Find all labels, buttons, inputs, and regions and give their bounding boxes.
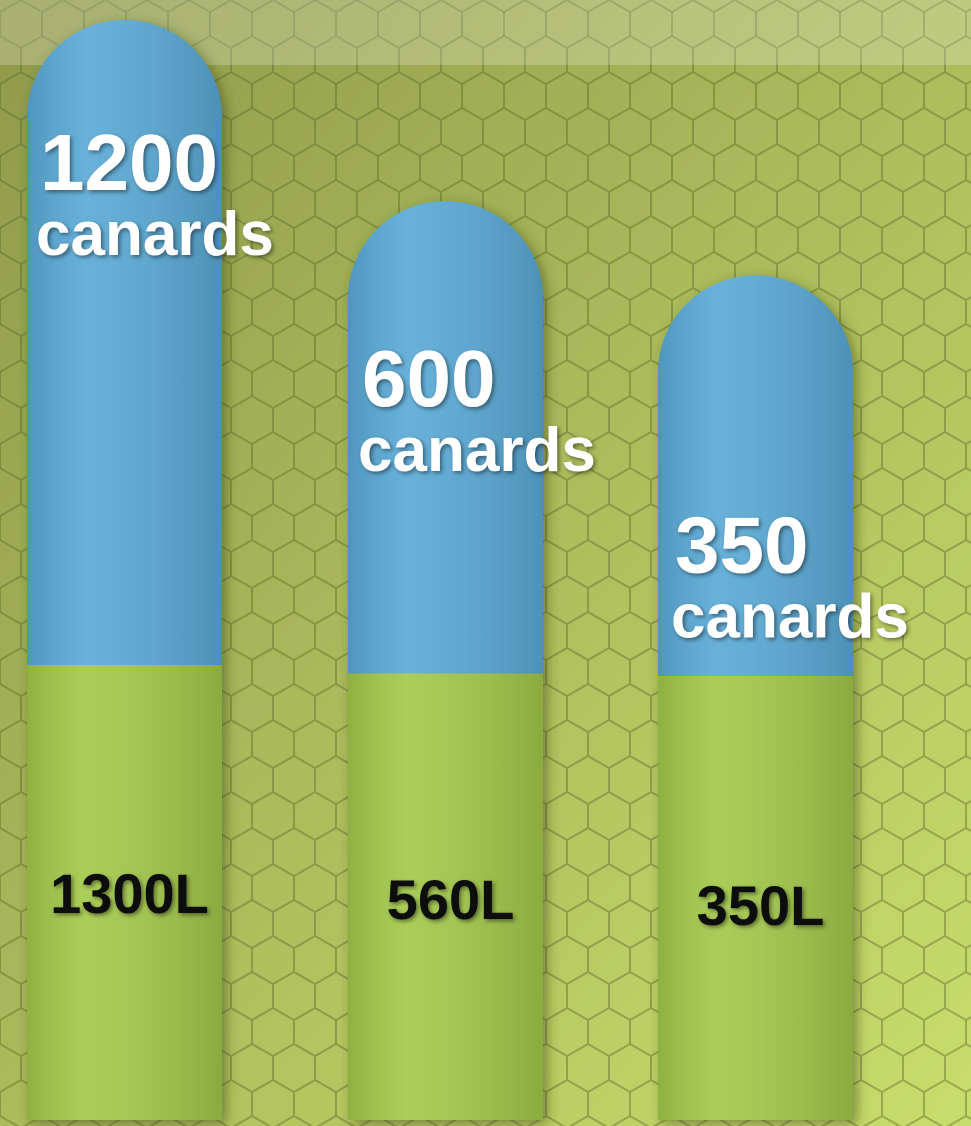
bar-shade <box>658 275 853 1120</box>
value-label: 350L <box>697 874 825 937</box>
bar-group <box>658 275 853 1120</box>
value-label: 1200 <box>40 118 218 207</box>
value-label: 1300L <box>50 862 209 925</box>
series-label: canards <box>36 200 274 269</box>
value-label: 600 <box>362 334 495 423</box>
series-label: canards <box>358 416 596 485</box>
value-label: 560L <box>387 868 515 931</box>
series-label: canards <box>671 582 909 651</box>
chart: 1200canards1300L600canards560L350canards… <box>0 0 971 1126</box>
page: 1200canards1300L600canards560L350canards… <box>0 0 971 1126</box>
value-label: 350 <box>675 500 808 589</box>
